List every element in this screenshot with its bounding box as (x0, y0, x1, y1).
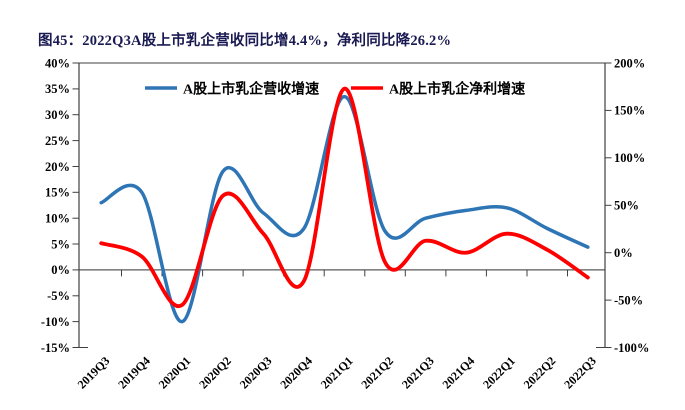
legend-label-net-profit-growth: A股上市乳企净利增速 (389, 81, 525, 98)
right-axis-tick-label: 200% (614, 56, 645, 70)
right-axis-tick-label: 150% (614, 104, 645, 118)
x-axis-label: 2022Q2 (521, 354, 559, 392)
left-axis-tick-label: 0% (51, 263, 70, 277)
right-axis-tick-label: -100% (614, 341, 649, 355)
x-axis-label: 2020Q3 (237, 354, 275, 392)
x-axis-label: 2021Q1 (318, 354, 356, 392)
right-axis-tick-label: -50% (614, 293, 643, 307)
series-line-net-profit-growth (99, 86, 590, 309)
x-axis-label: 2020Q1 (156, 354, 194, 392)
left-axis-tick-label: -10% (41, 315, 70, 329)
left-axis-tick-label: -15% (41, 341, 70, 355)
left-axis-tick-label: 15% (45, 186, 70, 200)
x-axis-label: 2022Q1 (480, 354, 518, 392)
x-axis-label: 2020Q2 (196, 354, 234, 392)
x-axis-label: 2021Q4 (440, 354, 478, 392)
right-axis-tick-label: 100% (614, 151, 645, 165)
left-axis-tick-label: 10% (45, 212, 70, 226)
left-axis-tick-label: 35% (45, 82, 70, 96)
left-axis-tick-label: 30% (45, 108, 70, 122)
series-line-revenue-growth (99, 94, 590, 324)
x-axis-label: 2019Q3 (75, 354, 113, 392)
left-axis-tick-label: 5% (51, 237, 70, 251)
x-axis-label: 2022Q3 (561, 354, 599, 392)
left-axis-tick-label: 40% (45, 56, 70, 70)
x-axis-label: 2020Q4 (277, 354, 315, 392)
left-axis-tick-label: 25% (45, 134, 70, 148)
x-axis-label: 2021Q2 (358, 354, 396, 392)
figure-title: 图45：2022Q3A股上市乳企营收同比增4.4%，净利同比降26.2% (38, 33, 452, 49)
right-axis-tick-label: 50% (614, 199, 639, 213)
left-axis-tick-label: 20% (45, 160, 70, 174)
legend-label-revenue-growth: A股上市乳企营收增速 (183, 81, 319, 98)
right-axis-tick-label: 0% (614, 246, 633, 260)
x-axis-label: 2019Q4 (115, 354, 153, 392)
left-axis-tick-label: -5% (47, 289, 70, 303)
x-axis-label: 2021Q3 (399, 354, 437, 392)
